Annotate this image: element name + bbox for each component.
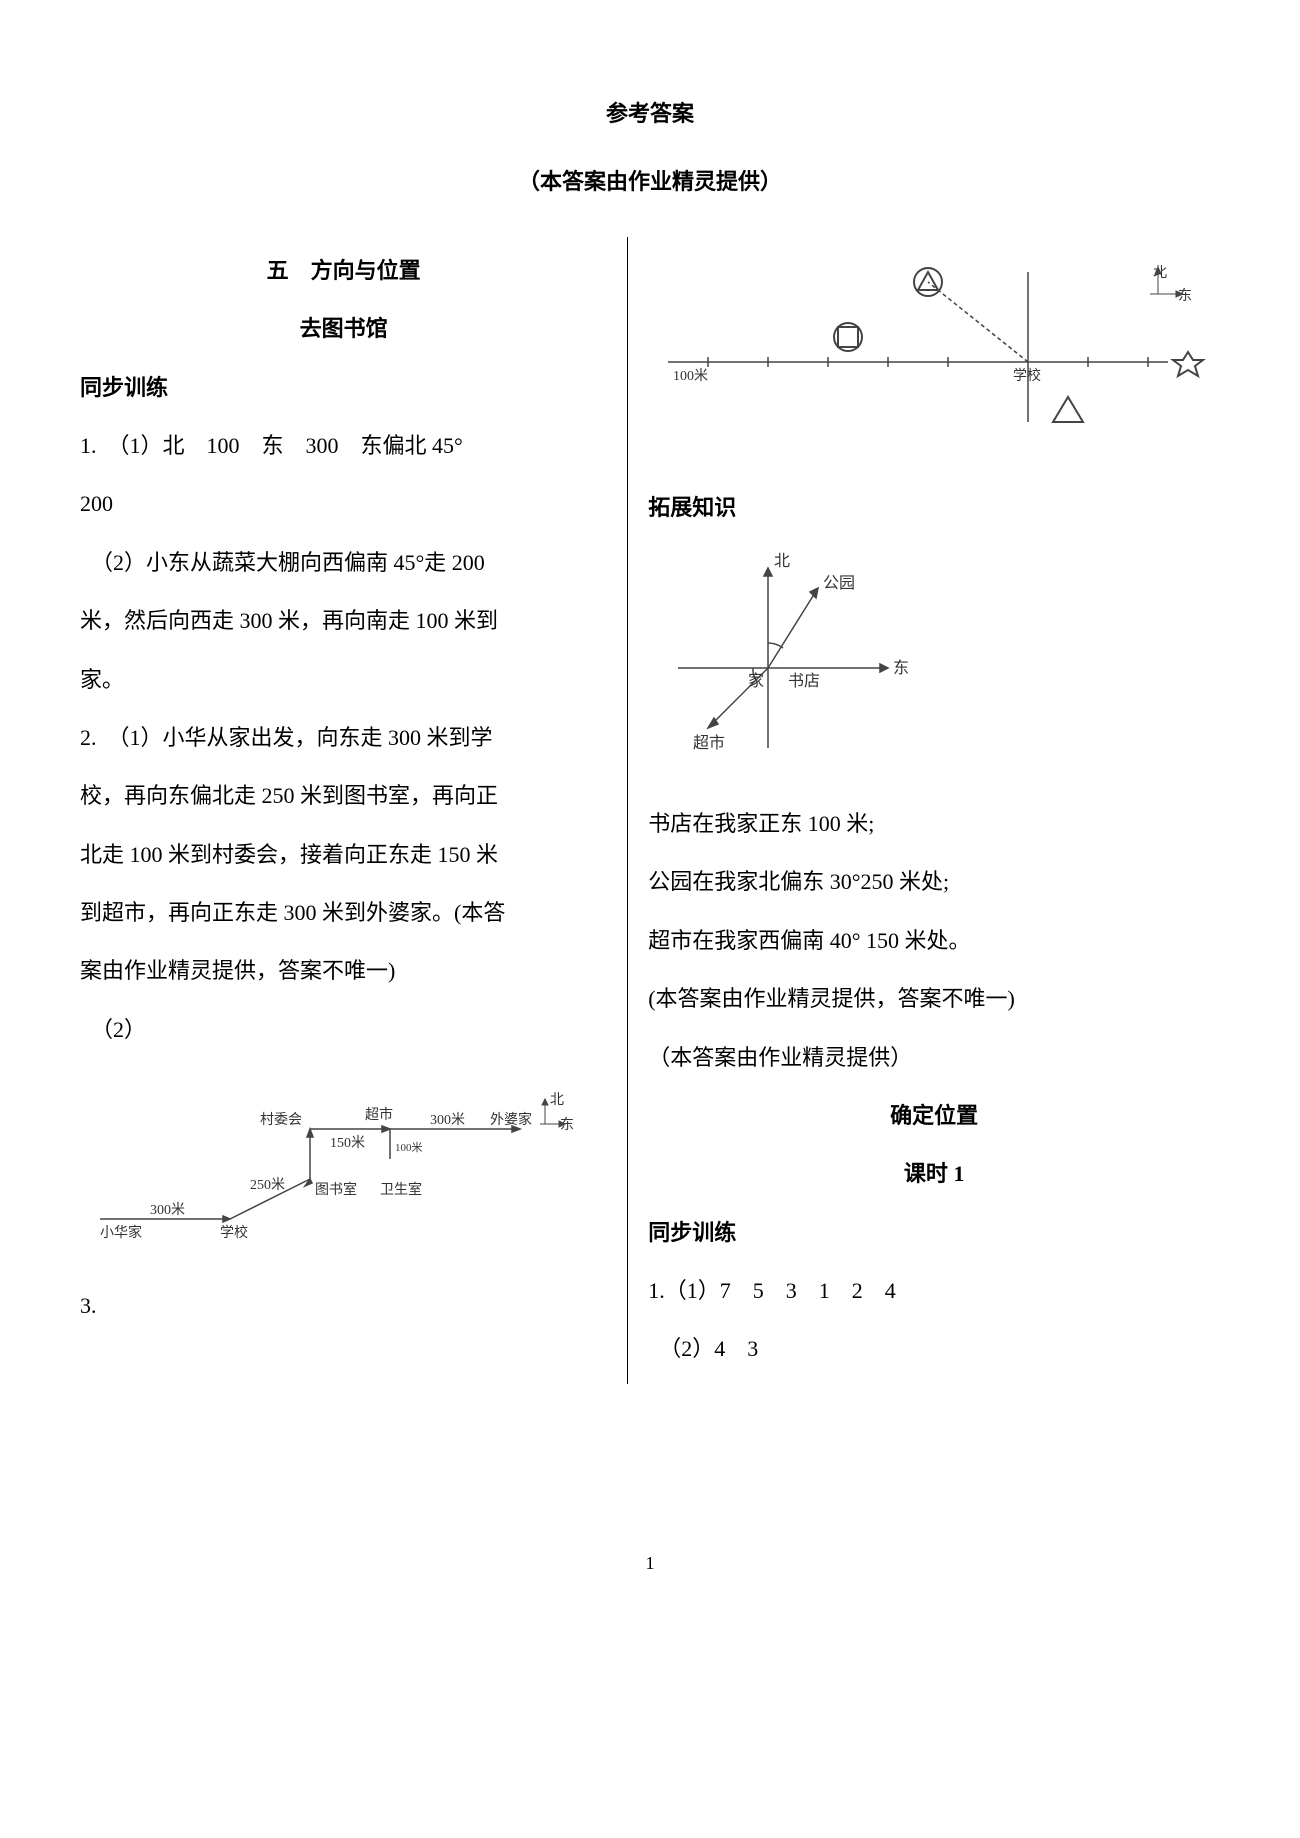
q1-2-line1: （2）小东从蔬菜大棚向西偏南 45°走 200 — [80, 539, 607, 587]
label-chaoshi: 超市 — [693, 734, 725, 752]
label-100: 100米 — [395, 1141, 423, 1154]
q3: 3. — [80, 1282, 607, 1330]
q2-2: （2） — [80, 1006, 607, 1054]
sync-heading-2: 同步训练 — [648, 1209, 1220, 1257]
label-waipo: 外婆家 — [490, 1111, 532, 1128]
school-diagram: 100米 学校 北 东 — [648, 252, 1220, 469]
label-scale: 100米 — [673, 368, 708, 384]
label-300-1: 300米 — [150, 1202, 185, 1218]
q1-2-line3: 家。 — [80, 656, 607, 704]
r4: (本答案由作业精灵提供，答案不唯一) — [648, 975, 1220, 1023]
r1: 书店在我家正东 100 米; — [648, 800, 1220, 848]
q1-line1: 1. （1）北 100 东 300 东偏北 45° — [80, 422, 607, 470]
q2-line5: 案由作业精灵提供，答案不唯一) — [80, 947, 607, 995]
s2: （2）4 3 — [648, 1325, 1220, 1373]
page-number: 1 — [80, 1544, 1220, 1584]
label-north2: 北 — [550, 1092, 564, 1108]
sync-heading: 同步训练 — [80, 364, 607, 412]
r3: 超市在我家西偏南 40° 150 米处。 — [648, 917, 1220, 965]
s1: 1.（1）7 5 3 1 2 4 — [648, 1267, 1220, 1315]
expand-heading: 拓展知识 — [648, 484, 1220, 532]
compass-diagram: 北 东 公园 家 书店 超市 — [648, 548, 1220, 785]
label-xiaohua: 小华家 — [100, 1224, 142, 1241]
label-jia: 家 — [748, 672, 764, 690]
two-column-layout: 五 方向与位置 去图书馆 同步训练 1. （1）北 100 东 300 东偏北 … — [80, 237, 1220, 1384]
q2-line2: 校，再向东偏北走 250 米到图书室，再向正 — [80, 772, 607, 820]
label-300-2: 300米 — [430, 1112, 465, 1128]
label-north3: 北 — [774, 552, 790, 570]
q2-line4: 到超市，再向正东走 300 米到外婆家。(本答 — [80, 889, 607, 937]
subtitle: （本答案由作业精灵提供） — [80, 158, 1220, 206]
right-column: 100米 学校 北 东 拓展知识 — [627, 237, 1220, 1384]
q1-2-line2: 米，然后向西走 300 米，再向南走 100 米到 — [80, 597, 607, 645]
label-150: 150米 — [330, 1135, 365, 1151]
lesson2-sub: 课时 1 — [648, 1150, 1220, 1198]
r5: （本答案由作业精灵提供） — [648, 1034, 1220, 1082]
lesson-title: 去图书馆 — [80, 305, 607, 353]
r2: 公园在我家北偏东 30°250 米处; — [648, 858, 1220, 906]
label-xuexiao: 学校 — [220, 1224, 248, 1241]
label-cunwei: 村委会 — [260, 1112, 302, 1128]
label-east3: 东 — [893, 659, 909, 677]
label-chaoshi2: 超市 — [365, 1106, 393, 1123]
label-school: 学校 — [1013, 367, 1041, 384]
chapter-title: 五 方向与位置 — [80, 247, 607, 295]
main-title: 参考答案 — [80, 90, 1220, 138]
label-east1: 东 — [1178, 288, 1192, 304]
lesson2-title: 确定位置 — [648, 1092, 1220, 1140]
label-shudian: 书店 — [788, 672, 820, 690]
label-tushu: 图书室 — [315, 1181, 357, 1198]
label-gongyuan: 公园 — [823, 575, 855, 592]
route-diagram: 小华家 学校 300米 250米 图书室 卫生室 村委会 超市 150米 100… — [80, 1069, 607, 1266]
q2-line3: 北走 100 米到村委会，接着向正东走 150 米 — [80, 831, 607, 879]
left-column: 五 方向与位置 去图书馆 同步训练 1. （1）北 100 东 300 东偏北 … — [80, 237, 627, 1384]
q1-line2: 200 — [80, 480, 607, 528]
q2-line1: 2. （1）小华从家出发，向东走 300 米到学 — [80, 714, 607, 762]
label-250: 250米 — [250, 1177, 285, 1193]
label-weisheng: 卫生室 — [380, 1181, 422, 1198]
